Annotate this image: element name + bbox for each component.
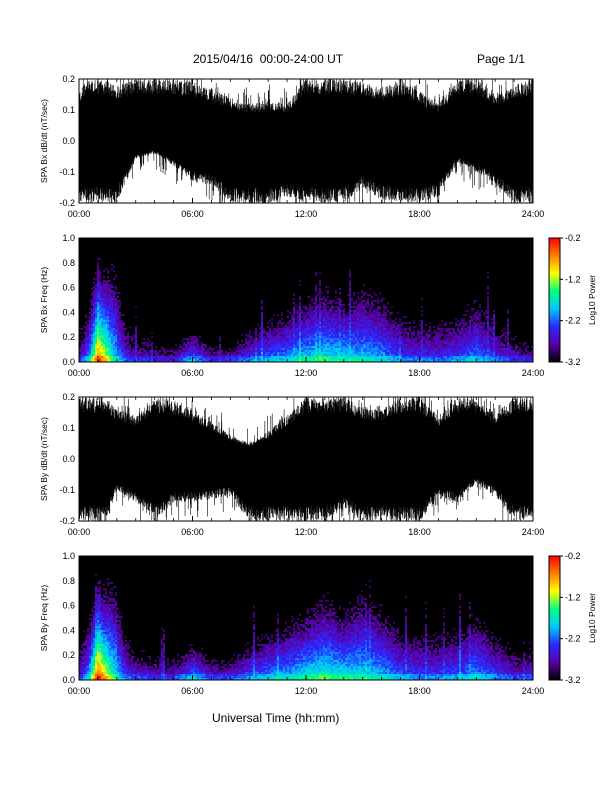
y-tick-label: 0.4 [62,625,75,635]
y-tick-label: 0.0 [62,136,75,146]
y-tick-label: -0.1 [59,167,75,177]
y-tick-label: -0.2 [59,198,75,208]
spectrogram-panel [79,556,533,680]
x-tick-label: 06:00 [181,209,204,219]
y-tick-label: 0.2 [62,650,75,660]
colorbar-label: Log10 Power [587,593,597,643]
y-tick-label: -0.2 [59,516,75,526]
y-tick-label: 0.1 [62,423,75,433]
x-tick-label: 18:00 [408,209,431,219]
page-indicator: Page 1/1 [477,52,526,66]
y-tick-label: 1.0 [62,551,75,561]
y-axis-label: SPA Bx Freq (Hz) [39,267,49,334]
y-tick-label: -0.1 [59,485,75,495]
x-tick-label: 12:00 [295,686,318,696]
y-axis-label: SPA Bx dB/dt (nT/sec) [39,99,49,183]
x-tick-label: 12:00 [295,368,318,378]
x-tick-label: 06:00 [181,368,204,378]
spectrogram-panel [79,238,533,362]
colorbar-tick-label: -1.2 [565,274,581,284]
y-tick-label: 0.2 [62,332,75,342]
x-tick-label: 00:00 [68,686,91,696]
colorbar-tick-label: -0.2 [565,233,581,243]
y-tick-label: 0.8 [62,258,75,268]
y-tick-label: 0.0 [62,675,75,685]
x-tick-label: 18:00 [408,686,431,696]
waveform-panel [78,79,534,203]
x-axis-title: Universal Time (hh:mm) [212,711,340,725]
y-tick-label: 0.2 [62,392,75,402]
colorbar-tick-label: -2.2 [565,634,581,644]
x-tick-label: 24:00 [522,209,545,219]
x-tick-label: 18:00 [408,368,431,378]
x-tick-label: 00:00 [68,527,91,537]
y-tick-label: 0.4 [62,307,75,317]
y-axis-label: SPA By Freq (Hz) [39,585,49,652]
x-tick-label: 12:00 [295,209,318,219]
y-tick-label: 1.0 [62,233,75,243]
x-tick-label: 06:00 [181,527,204,537]
y-tick-label: 0.8 [62,576,75,586]
x-tick-label: 00:00 [68,368,91,378]
colorbar-tick-label: -3.2 [565,675,581,685]
colorbar [548,555,561,681]
plot-title: 2015/04/16 00:00-24:00 UT [193,52,344,66]
x-tick-label: 24:00 [522,686,545,696]
y-tick-label: 0.2 [62,74,75,84]
y-tick-label: 0.0 [62,454,75,464]
x-tick-label: 24:00 [522,527,545,537]
x-tick-label: 00:00 [68,209,91,219]
colorbar-tick-label: -0.2 [565,551,581,561]
colorbar [548,237,561,363]
y-tick-label: 0.1 [62,105,75,115]
x-tick-label: 06:00 [181,686,204,696]
x-tick-label: 12:00 [295,527,318,537]
waveform-panel [78,397,534,521]
colorbar-tick-label: -3.2 [565,357,581,367]
colorbar-tick-label: -2.2 [565,316,581,326]
y-tick-label: 0.6 [62,601,75,611]
x-tick-label: 18:00 [408,527,431,537]
colorbar-tick-label: -1.2 [565,592,581,602]
y-axis-label: SPA By dB/dt (nT/sec) [39,417,49,501]
colorbar-label: Log10 Power [587,275,597,325]
y-tick-label: 0.0 [62,357,75,367]
y-tick-label: 0.6 [62,283,75,293]
x-tick-label: 24:00 [522,368,545,378]
